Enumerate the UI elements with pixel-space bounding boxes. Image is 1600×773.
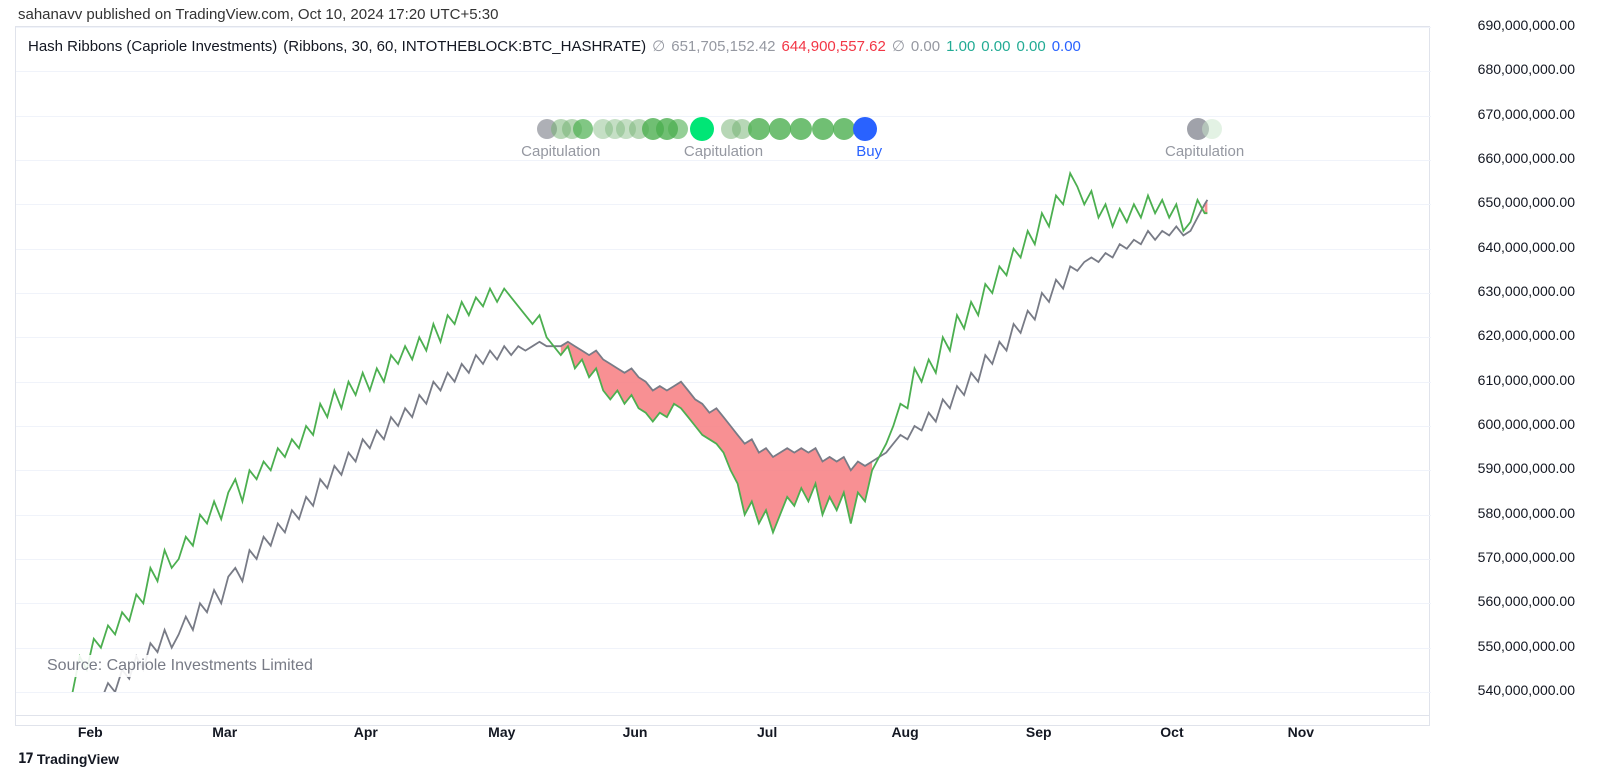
tv-text: TradingView <box>37 751 119 767</box>
signal-label: Capitulation <box>1165 143 1244 160</box>
x-axis-label: Mar <box>212 724 237 740</box>
y-axis-label: 620,000,000.00 <box>1478 327 1575 343</box>
signal-dot <box>833 118 855 140</box>
tradingview-logo[interactable]: 17 TradingView <box>18 751 119 767</box>
source-label: Source: Capriole Investments Limited <box>41 655 319 677</box>
signal-dot <box>812 118 834 140</box>
fill-region-red <box>561 342 872 533</box>
x-axis: Feb Mar Apr May Jun Jul Aug Sep Oct Nov <box>15 715 1430 743</box>
y-axis-label: 600,000,000.00 <box>1478 416 1575 432</box>
y-axis-label: 650,000,000.00 <box>1478 194 1575 210</box>
signal-dot <box>769 118 791 140</box>
x-axis-label: Oct <box>1160 724 1183 740</box>
tv-icon: 17 <box>18 751 33 767</box>
signal-dot <box>1202 119 1222 139</box>
y-axis-label: 560,000,000.00 <box>1478 593 1575 609</box>
chart-plot-area[interactable]: Capitulation Capitulation Buy Capitulation <box>16 27 1431 692</box>
x-axis-label: May <box>488 724 515 740</box>
x-axis-label: Apr <box>354 724 378 740</box>
x-axis-label: Nov <box>1288 724 1314 740</box>
publish-header: sahanavv published on TradingView.com, O… <box>18 6 498 23</box>
y-axis-label: 690,000,000.00 <box>1478 17 1575 33</box>
signal-dot <box>748 118 770 140</box>
y-axis-label: 660,000,000.00 <box>1478 150 1575 166</box>
y-axis-label: 640,000,000.00 <box>1478 239 1575 255</box>
y-axis-label: 550,000,000.00 <box>1478 638 1575 654</box>
y-axis-label: 580,000,000.00 <box>1478 505 1575 521</box>
grid-line <box>16 692 1431 693</box>
line-ma-short <box>66 173 1208 692</box>
y-axis-label: 590,000,000.00 <box>1478 460 1575 476</box>
y-axis-label: 540,000,000.00 <box>1478 682 1575 698</box>
signal-label: Capitulation <box>684 143 763 160</box>
line-ma-long <box>94 200 1208 692</box>
y-axis-label: 570,000,000.00 <box>1478 549 1575 565</box>
chart-container: Hash Ribbons (Capriole Investments) (Rib… <box>15 26 1430 726</box>
y-axis: 690,000,000.00680,000,000.00670,000,000.… <box>1430 26 1585 691</box>
x-axis-label: Feb <box>78 724 103 740</box>
y-axis-label: 610,000,000.00 <box>1478 372 1575 388</box>
x-axis-label: Aug <box>891 724 918 740</box>
signal-dot <box>853 117 877 141</box>
y-axis-label: 630,000,000.00 <box>1478 283 1575 299</box>
x-axis-label: Sep <box>1026 724 1052 740</box>
signal-label: Capitulation <box>521 143 600 160</box>
y-axis-label: 680,000,000.00 <box>1478 61 1575 77</box>
signal-label: Buy <box>856 143 882 160</box>
x-axis-label: Jul <box>757 724 777 740</box>
x-axis-label: Jun <box>623 724 648 740</box>
y-axis-label: 670,000,000.00 <box>1478 106 1575 122</box>
